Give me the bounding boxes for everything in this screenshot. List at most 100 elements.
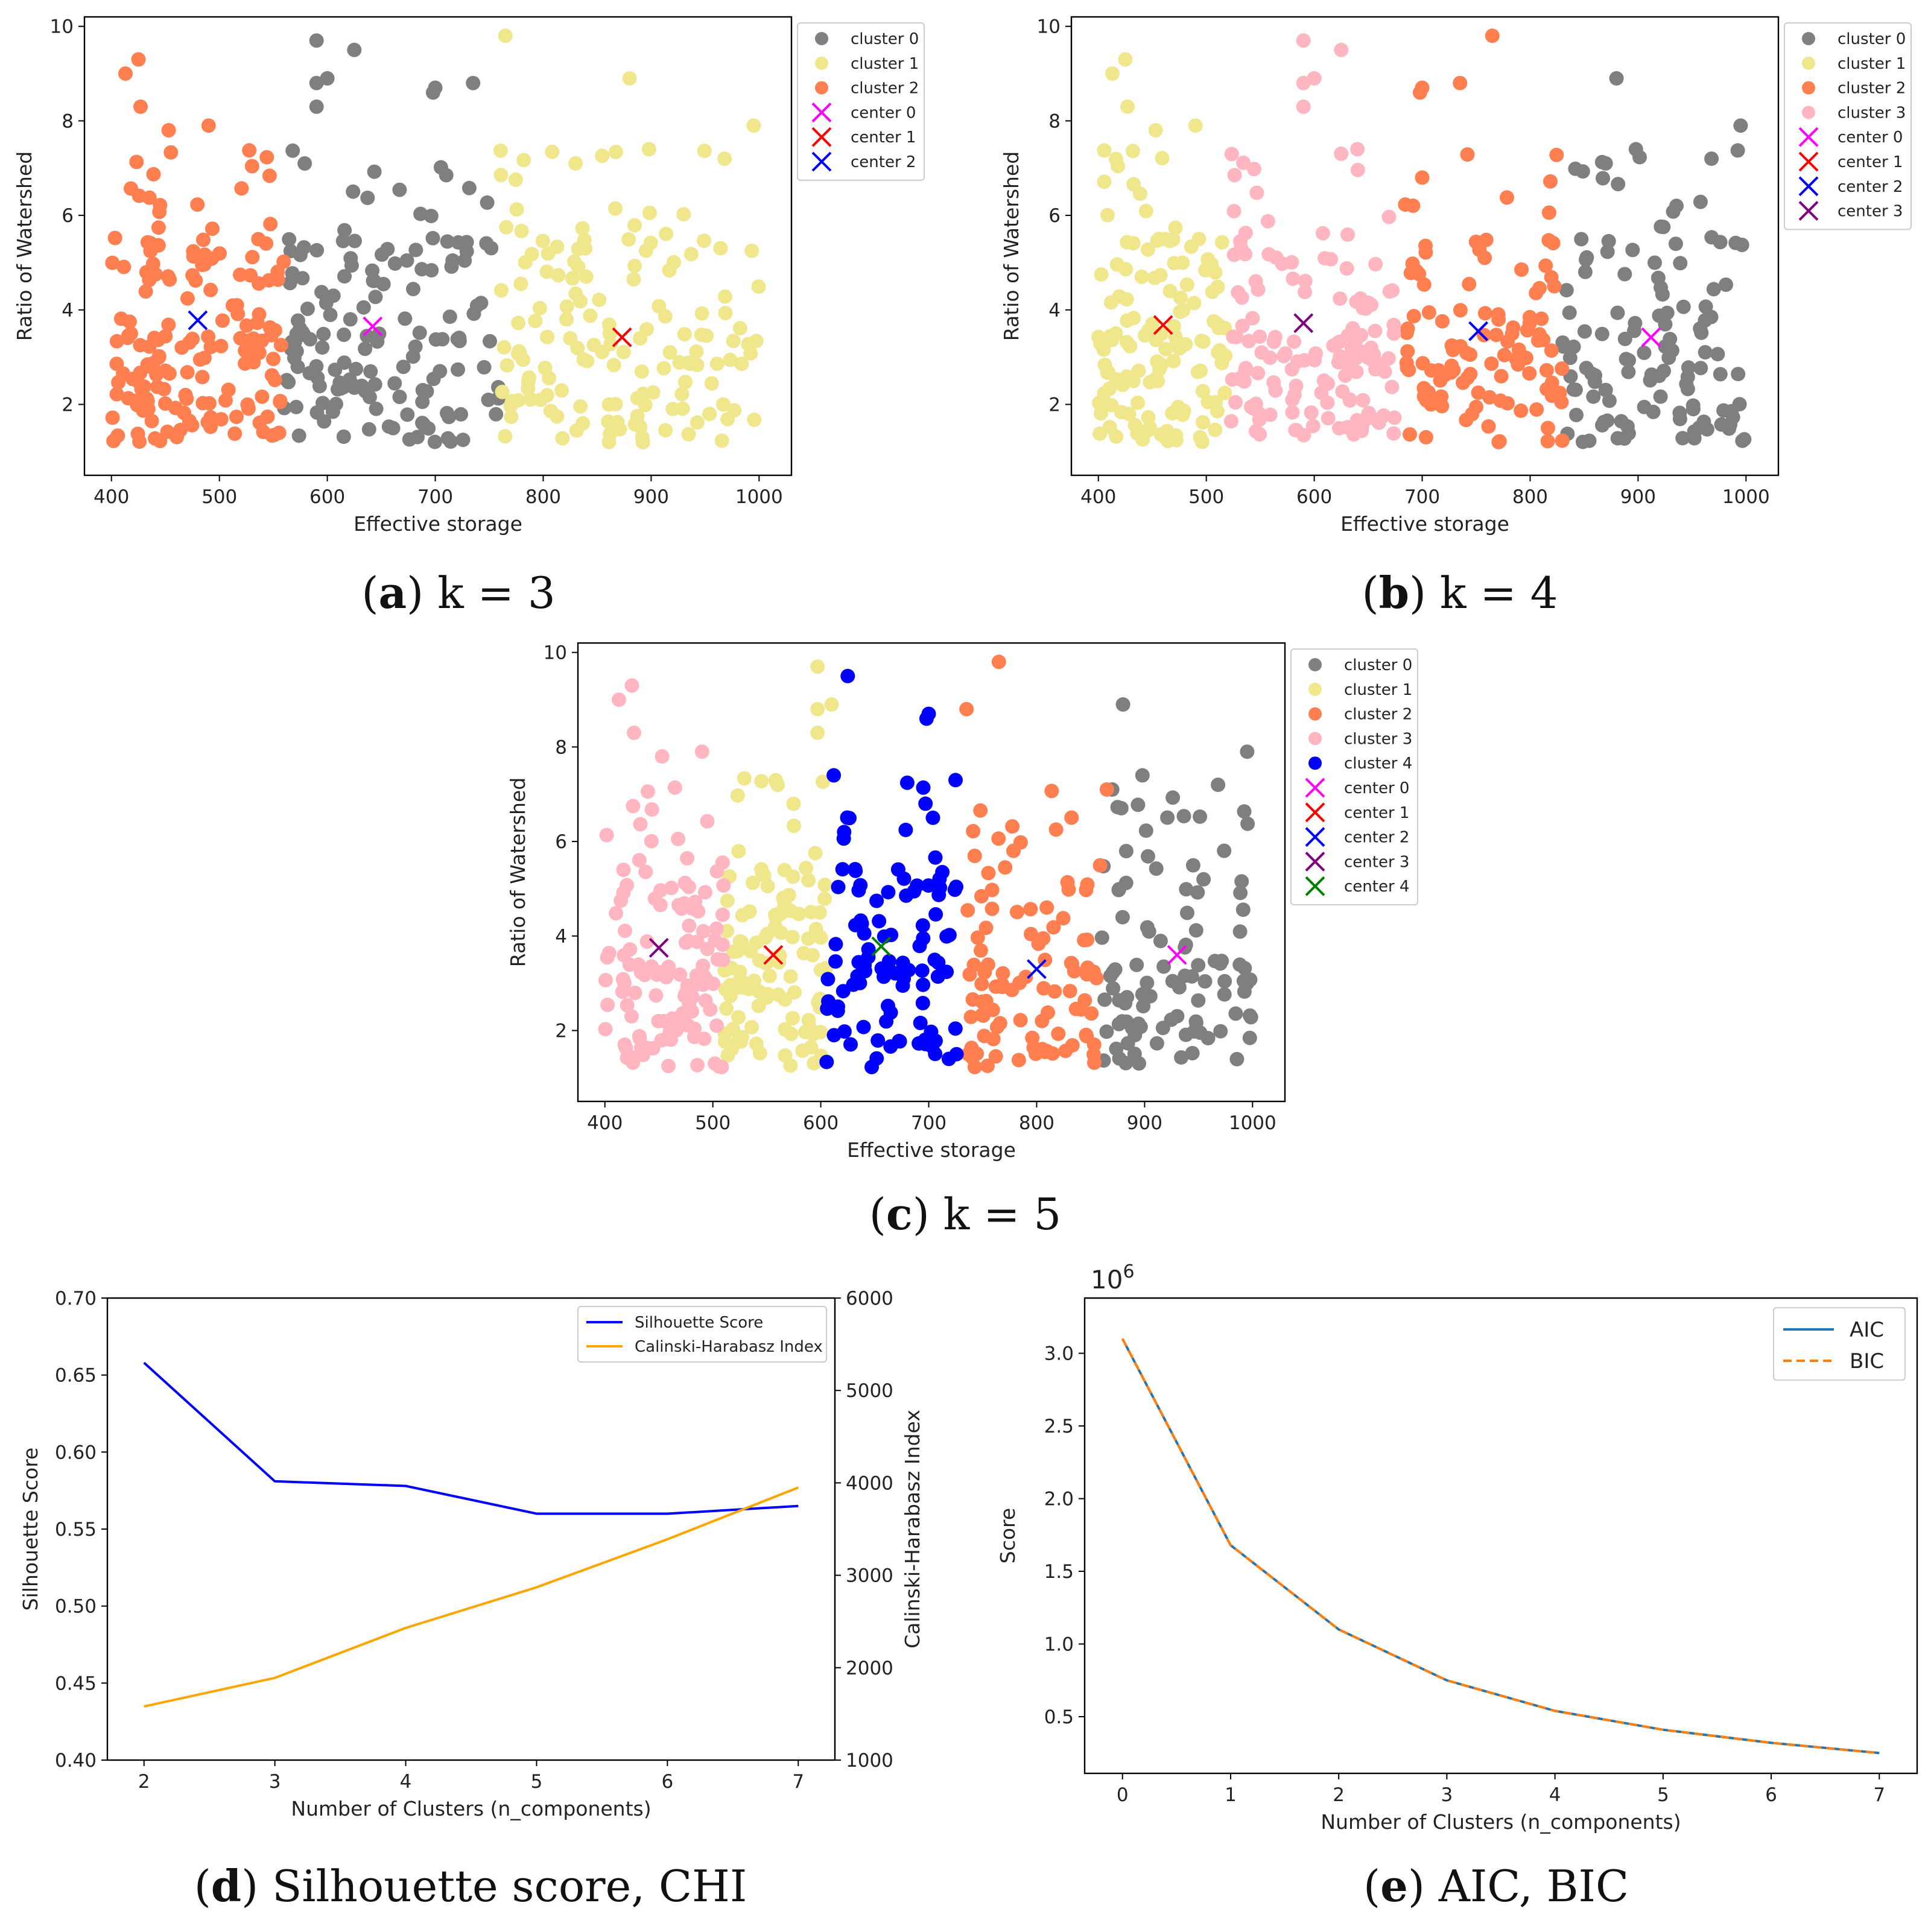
point-cluster-4 — [831, 879, 846, 895]
legend-marker-center-1 — [1305, 802, 1325, 823]
point-cluster-1 — [1166, 319, 1181, 334]
point-cluster-2 — [136, 403, 151, 418]
point-cluster-2 — [151, 220, 166, 235]
x-tick-label: 800 — [1512, 486, 1548, 508]
legend-label: center 2 — [1344, 829, 1409, 847]
legend-marker-cluster-2 — [1802, 81, 1815, 95]
x-tick-label: 500 — [1188, 486, 1224, 508]
point-cluster-0 — [1730, 143, 1745, 158]
point-cluster-1 — [608, 145, 623, 159]
point-cluster-1 — [1157, 429, 1172, 445]
point-cluster-3 — [1241, 334, 1257, 349]
series-line-chi — [144, 1486, 799, 1708]
legend-label: BIC — [1850, 1349, 1884, 1373]
legend-label: Calinski-Harabasz Index — [635, 1338, 823, 1356]
point-cluster-1 — [1150, 233, 1165, 248]
point-cluster-2 — [1031, 936, 1046, 951]
point-cluster-3 — [653, 898, 668, 913]
x-tick-label: 3 — [269, 1771, 281, 1793]
point-cluster-0 — [1579, 250, 1594, 265]
point-cluster-1 — [676, 207, 691, 222]
point-cluster-1 — [499, 220, 514, 235]
point-cluster-2 — [161, 123, 176, 138]
point-cluster-0 — [1654, 280, 1668, 295]
point-cluster-3 — [682, 918, 697, 933]
point-cluster-0 — [480, 195, 495, 210]
point-cluster-2 — [177, 405, 191, 420]
point-cluster-3 — [696, 923, 711, 939]
point-cluster-0 — [1135, 768, 1150, 783]
point-cluster-2 — [1453, 303, 1468, 318]
point-cluster-3 — [618, 923, 632, 939]
point-cluster-3 — [1296, 33, 1311, 48]
point-cluster-3 — [1236, 155, 1251, 170]
caption-letter: b — [1379, 567, 1409, 618]
point-cluster-0 — [365, 263, 380, 278]
y-tick-label: 2 — [555, 1020, 567, 1042]
point-cluster-1 — [532, 300, 547, 315]
point-cluster-2 — [195, 396, 211, 411]
plot-frame — [83, 16, 793, 477]
point-cluster-4 — [837, 1024, 852, 1039]
point-cluster-3 — [644, 834, 659, 849]
point-cluster-3 — [1226, 204, 1241, 218]
point-cluster-3 — [700, 814, 715, 829]
point-cluster-2 — [966, 824, 981, 838]
point-cluster-1 — [677, 327, 692, 342]
legend: Silhouette Score Calinski-Harabasz Index — [577, 1306, 827, 1363]
center-4-marker — [871, 936, 892, 957]
point-cluster-2 — [143, 235, 158, 250]
point-cluster-2 — [1544, 343, 1559, 358]
point-cluster-4 — [820, 972, 836, 987]
panel-caption: (e) AIC, BIC — [1363, 1860, 1629, 1911]
point-cluster-2 — [111, 375, 126, 390]
y-tick-label: 1.0 — [1044, 1634, 1074, 1656]
point-cluster-2 — [1025, 1030, 1040, 1045]
point-cluster-0 — [1118, 996, 1132, 1011]
point-cluster-3 — [598, 1022, 613, 1037]
x-axis-title: Number of Clusters (n_components) — [1321, 1810, 1681, 1834]
point-cluster-3 — [627, 725, 641, 740]
point-cluster-4 — [843, 1037, 858, 1052]
point-cluster-0 — [1190, 885, 1205, 900]
point-cluster-1 — [1210, 317, 1225, 332]
line-panel-e: 0 1 2 3 4 5 6 7 0.5 1.0 1.5 2.0 2.5 3.0 Number of Clus… — [996, 1261, 1918, 1911]
legend-label: center 3 — [1344, 853, 1409, 871]
point-cluster-0 — [1600, 244, 1615, 259]
point-cluster-3 — [706, 976, 721, 991]
point-cluster-0 — [358, 341, 373, 356]
point-cluster-1 — [720, 893, 735, 908]
center-1-marker-stroke-b — [763, 945, 784, 965]
legend-label: cluster 4 — [1344, 755, 1412, 773]
point-cluster-4 — [913, 1015, 928, 1030]
point-cluster-2 — [1035, 1013, 1050, 1028]
point-cluster-2 — [1418, 429, 1433, 445]
point-cluster-3 — [690, 934, 705, 949]
point-cluster-0 — [1566, 382, 1581, 397]
point-cluster-1 — [634, 364, 649, 379]
point-cluster-4 — [848, 862, 863, 876]
point-cluster-1 — [784, 1027, 799, 1041]
point-cluster-3 — [1305, 419, 1321, 434]
point-cluster-3 — [632, 1028, 647, 1044]
y2-axis-title: Calinski-Harabasz Index — [901, 1410, 924, 1649]
point-cluster-1 — [1178, 337, 1193, 352]
point-cluster-2 — [116, 259, 132, 274]
point-cluster-2 — [252, 345, 267, 360]
point-cluster-1 — [499, 358, 515, 373]
point-cluster-0 — [1097, 992, 1112, 1007]
point-cluster-0 — [1696, 414, 1711, 429]
point-cluster-3 — [1285, 392, 1300, 407]
y-axis-title: Ratio of Watershed — [13, 151, 36, 341]
point-cluster-1 — [749, 1036, 764, 1051]
point-cluster-2 — [1406, 309, 1421, 324]
point-cluster-0 — [1617, 267, 1632, 282]
point-cluster-2 — [122, 314, 137, 329]
point-cluster-2 — [1039, 900, 1054, 915]
point-cluster-1 — [754, 774, 769, 789]
point-cluster-2 — [200, 414, 215, 429]
point-cluster-0 — [1619, 352, 1634, 367]
point-cluster-2 — [1549, 147, 1564, 162]
x-tick-label: 5 — [1657, 1784, 1669, 1806]
point-cluster-1 — [1162, 283, 1178, 299]
